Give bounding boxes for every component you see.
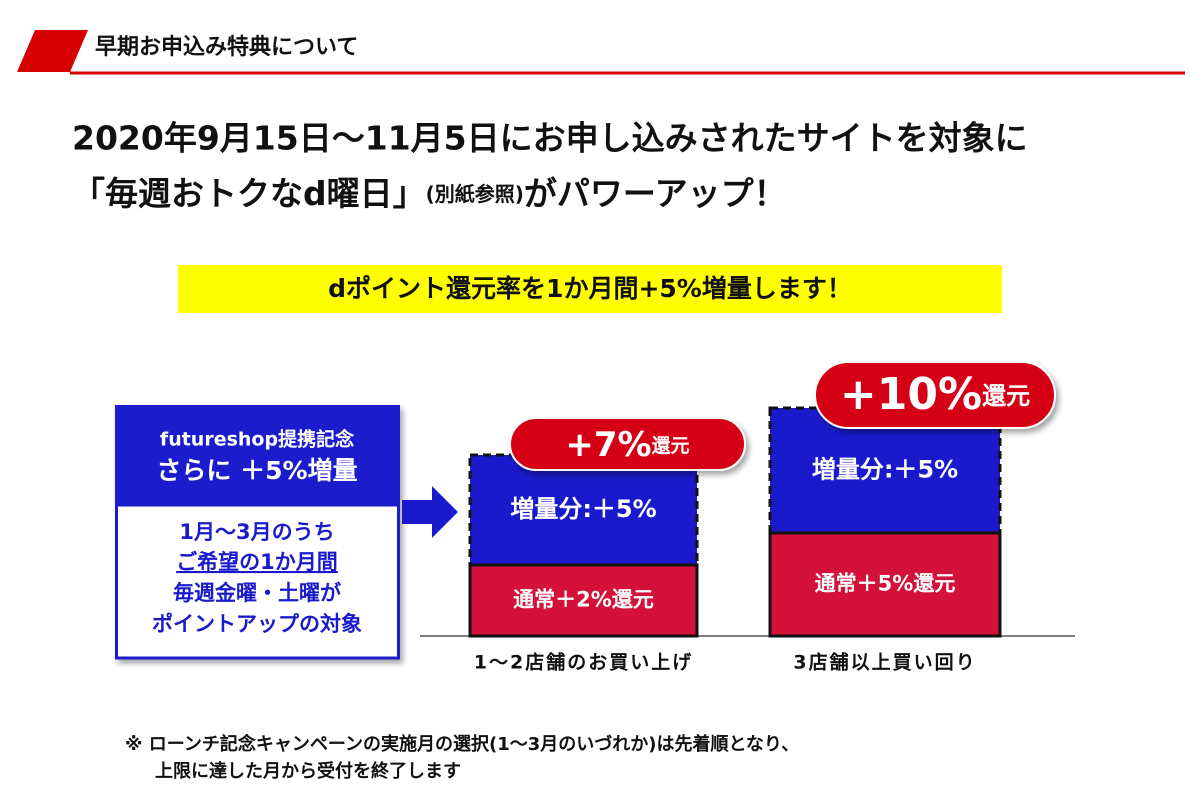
base-text: 通常＋5%還元 [815,572,956,596]
badge-value: +10% [840,369,982,420]
bonus-block [468,453,699,567]
base-block [768,531,1002,638]
bonus-text: 増量分:＋5% [510,495,656,523]
badge-value: +7% [565,425,651,465]
campaign-top [115,405,400,505]
headline: 「毎週おトクなd曜日」(別紙参照)がパワーアップ！ [72,174,787,213]
bonus-text: 増量分:＋5% [812,456,958,484]
column-label: 1～2店舗のお買い上げ [474,651,693,674]
campaign-text: さらに ＋5%増量 [156,456,357,485]
header-accent [17,30,88,72]
headline-part: がパワーアップ！ [524,174,787,213]
campaign-bottom [115,503,400,660]
badge: +7%還元 [565,425,689,465]
headline-part: (別紙参照) [426,182,524,206]
badge-suffix: 還元 [982,382,1030,410]
headline: 2020年9月15日～11月5日にお申し込みされたサイトを対象に [72,119,1028,158]
campaign-text: futureshop提携記念 [160,428,354,451]
campaign-text: 1月～3月のうち [179,520,334,544]
note: ※ ローンチ記念キャンペーンの実施月の選択(1～3月のいづれか)は先着順となり、 [125,733,799,755]
headline-part: 「毎週おトクなd曜日」 [72,174,426,213]
badge: +10%還元 [840,369,1030,420]
campaign-text: ポイントアップの対象 [152,612,362,636]
column-label: 3店舗以上買い回り [793,651,976,674]
banner-bg [178,265,1002,313]
campaign-text: 毎週金曜・土曜が [173,581,341,605]
badge-suffix: 還元 [652,435,690,457]
badge-bg [509,417,746,471]
campaign-box [115,405,400,660]
badge-bg [814,361,1056,429]
header-title: 早期お申込み特典について [95,34,358,60]
arrow [402,486,458,538]
base-text: 通常＋2%還元 [513,588,654,612]
banner: dポイント還元率を1か月間+5%増量します！ [328,274,852,303]
campaign-text: ご希望の1か月間 [176,550,338,574]
note: 上限に達した月から受付を終了します [155,760,461,782]
base-block [468,563,699,638]
